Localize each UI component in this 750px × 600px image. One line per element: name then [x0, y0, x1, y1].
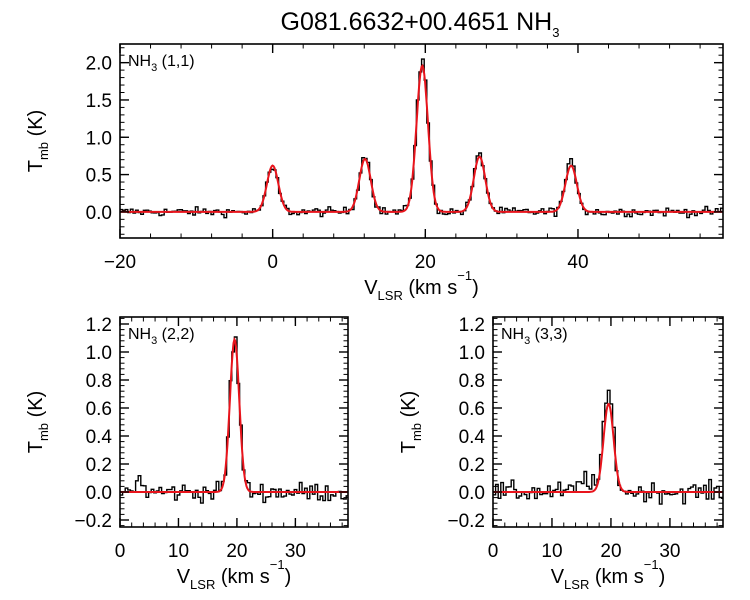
spectrum-top: [120, 58, 723, 219]
xtick-label-bottom-right: 10: [541, 541, 562, 562]
xtick-label-top: −20: [104, 252, 136, 273]
frame-bottom-left: [119, 316, 349, 528]
ytick-label-top: 2.0: [86, 54, 112, 75]
xtick-label-bottom-right: 30: [659, 541, 680, 562]
ytick-label-top: 1.5: [86, 91, 112, 112]
xtick-label-bottom-left: 30: [285, 541, 306, 562]
ytick-label-top: 1.0: [86, 128, 112, 149]
fit-bottom-right: [493, 402, 723, 493]
ytick-label-bottom-right: 0.6: [459, 399, 485, 420]
panel-label-bottom-right: NH3 (3,3): [501, 326, 568, 347]
figure-title: G081.6632+00.4651 NH3: [281, 8, 560, 40]
x-axis-label-bottom-left: VLSR (km s−1): [177, 557, 292, 592]
fit-bottom-left: [120, 336, 348, 493]
xtick-label-bottom-right: 0: [488, 541, 499, 562]
y-axis-label-bottom-left: Tmb (K): [25, 391, 51, 454]
ytick-label-bottom-left: 0.0: [86, 483, 112, 504]
panel-bottom-right: 0 10 20 30 −0.2 0.0 0.2 0.4 0.6 0.8 1.0 1.2 NH3 (3,3…: [398, 315, 724, 592]
panel-label-bottom-left: NH3 (2,2): [128, 326, 195, 347]
ytick-label-top: 0.5: [86, 166, 112, 187]
ytick-label-bottom-right: 0.8: [459, 371, 485, 392]
panel-label-top: NH3 (1,1): [128, 53, 195, 74]
ytick-label-bottom-right: 1.0: [459, 343, 485, 364]
spectrum-bottom-left: [120, 336, 348, 504]
ytick-label-bottom-left: 1.0: [86, 343, 112, 364]
panel-top: −20 0 20 40 0.0 0.5 1.0 1.5 2.0 NH3 (1,1) VLSR (km…: [25, 43, 724, 303]
xtick-label-bottom-left: 0: [115, 541, 126, 562]
xtick-label-bottom-right: 20: [600, 541, 621, 562]
ytick-label-bottom-right: 0.2: [459, 455, 485, 476]
x-axis-label-bottom-right: VLSR (km s−1): [551, 557, 666, 592]
ytick-label-bottom-left: −0.2: [74, 511, 112, 532]
ytick-label-bottom-right: 0.4: [459, 427, 486, 448]
ytick-label-bottom-right: −0.2: [447, 511, 485, 532]
ytick-label-bottom-right: 0.0: [459, 483, 485, 504]
x-axis-label-top: VLSR (km s−1): [364, 268, 479, 303]
y-axis-label-top: Tmb (K): [25, 110, 51, 173]
fit-top: [120, 63, 723, 213]
ytick-label-bottom-right: 1.2: [459, 315, 485, 336]
frame-bottom-right: [492, 316, 724, 528]
y-axis-label-bottom-right: Tmb (K): [398, 391, 424, 454]
frame-top: [119, 43, 724, 239]
xtick-label-top: 0: [267, 252, 278, 273]
ytick-label-top: 0.0: [86, 203, 112, 224]
panel-bottom-left: 0 10 20 30 −0.2 0.0 0.2 0.4 0.6 0.8 1.0 1.2 NH3 (2,2…: [25, 315, 349, 592]
ytick-label-bottom-left: 0.6: [86, 399, 112, 420]
ytick-label-bottom-left: 0.4: [86, 427, 113, 448]
ytick-label-bottom-left: 1.2: [86, 315, 112, 336]
xtick-label-bottom-left: 10: [168, 541, 189, 562]
spectrum-bottom-right: [493, 389, 723, 505]
ytick-label-bottom-left: 0.8: [86, 371, 112, 392]
xtick-label-bottom-left: 20: [226, 541, 247, 562]
xtick-label-top: 40: [567, 252, 588, 273]
xtick-label-top: 20: [415, 252, 436, 273]
ytick-label-bottom-left: 0.2: [86, 455, 112, 476]
